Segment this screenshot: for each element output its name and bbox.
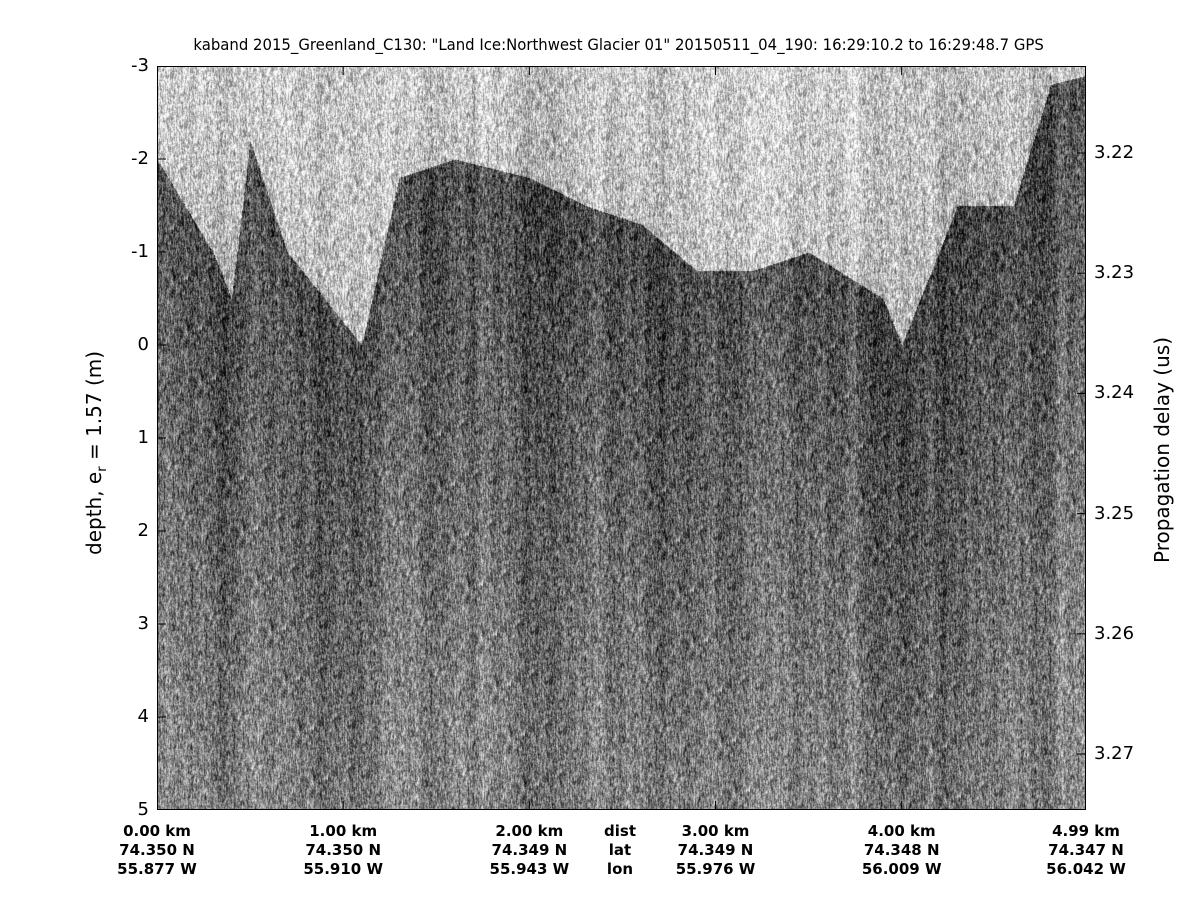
x-dist-label: 0.00 km (123, 822, 191, 840)
y-tick-label: -1 (131, 241, 149, 262)
y-right-tick-label: 3.22 (1094, 142, 1135, 163)
y-axis-label-main: depth, e (82, 471, 106, 555)
x-dist-label: 2.00 km (495, 822, 564, 840)
y-tick-label: 4 (137, 706, 149, 727)
x-dist-label: 1.00 km (309, 822, 378, 840)
x-row-header-lat: lat (608, 841, 632, 859)
y-tick-label: 0 (137, 334, 149, 355)
y-axis-label-suffix: = 1.57 (m) (82, 350, 106, 467)
x-lon-label: 55.910 W (303, 860, 383, 878)
x-lat-label: 74.349 N (677, 841, 754, 859)
echogram-image (157, 66, 1086, 810)
y-right-tick-label: 3.23 (1094, 262, 1135, 284)
x-row-header-dist: dist (604, 822, 636, 840)
y-right-tick-label: 3.25 (1094, 502, 1135, 524)
x-row-header-lon: lon (606, 860, 634, 878)
y-tick-label: 3 (137, 613, 149, 634)
y-axis-label: depth, er = 1.57 (m) (82, 351, 110, 555)
y-right-tick-label: 3.24 (1094, 382, 1135, 404)
x-lon-label: 56.042 W (1046, 860, 1126, 878)
x-lon-label: 55.976 W (675, 860, 756, 878)
y-axis-label-subscript: r (95, 466, 110, 472)
x-lat-label: 74.348 N (863, 841, 940, 859)
x-lat-label: 74.347 N (1048, 841, 1124, 859)
x-dist-label: 4.99 km (1052, 822, 1120, 840)
plot-border (157, 66, 1086, 810)
y-right-tick-label: 3.26 (1094, 622, 1135, 644)
y-tick-label: 2 (137, 520, 149, 541)
x-lon-label: 55.877 W (117, 860, 197, 878)
y-tick-label: -2 (131, 148, 149, 169)
x-dist-label: 3.00 km (681, 822, 750, 840)
x-lon-label: 56.009 W (861, 860, 942, 878)
x-lon-label: 55.943 W (489, 860, 570, 878)
chart-title: kaband 2015_Greenland_C130: "Land Ice:No… (193, 35, 1044, 54)
y-tick-label: 1 (137, 427, 149, 448)
x-lat-label: 74.350 N (305, 841, 382, 859)
y-tick-label: -3 (131, 55, 149, 76)
axes-frame (157, 66, 1086, 810)
y-right-tick-label: 3.27 (1094, 743, 1135, 764)
x-dist-label: 4.00 km (867, 822, 936, 840)
y-axis-right-label: Propagation delay (us) (1150, 336, 1174, 563)
x-lat-label: 74.350 N (119, 841, 195, 859)
x-lat-label: 74.349 N (491, 841, 568, 859)
echogram-plot (157, 66, 1086, 810)
y-tick-label: 5 (137, 799, 149, 820)
